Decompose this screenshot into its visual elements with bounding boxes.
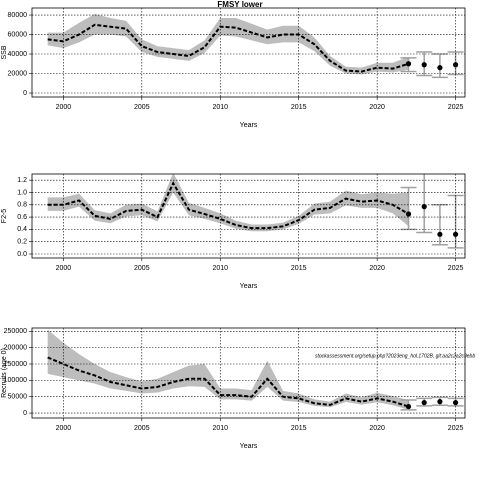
x-tick-label: 2020 [369, 104, 385, 111]
y-tick-label: 0.4 [17, 226, 27, 233]
plot-frame [31, 173, 466, 259]
x-tick-label: 2025 [448, 265, 464, 272]
confidence-band [47, 14, 409, 75]
x-axis-label: Years [240, 122, 258, 129]
median-line [47, 181, 410, 230]
projection-point [437, 231, 443, 237]
projection-point [405, 211, 412, 217]
x-tick-label: 2000 [56, 265, 72, 272]
y-tick-label: 0.2 [17, 239, 27, 246]
y-axis-label: Recruits (age 0) [1, 348, 8, 398]
x-tick-label: 2020 [369, 425, 385, 432]
y-axis-label: F2-5 [1, 209, 8, 224]
x-tick-label: 2010 [212, 425, 228, 432]
projection-point [421, 204, 427, 210]
annotation: stockassessment.org/setup.php?2023eng_ho… [315, 353, 475, 359]
y-tick-label: 1.2 [17, 177, 27, 184]
y-tick-label: 50000 [8, 394, 28, 401]
x-tick-label: 2005 [134, 265, 150, 272]
panel: 2000 2005 2010 2015 2020 2025 0.0 0.2 0.4 0.6 0.8 1… [1, 173, 466, 290]
median-line [47, 23, 409, 73]
y-tick-label: 40000 [8, 51, 28, 58]
projection-point [437, 65, 443, 71]
y-tick-label: 0 [23, 90, 27, 97]
y-tick-label: 20000 [8, 70, 28, 77]
y-tick-label: 0.8 [17, 202, 27, 209]
x-tick-label: 2010 [212, 104, 228, 111]
x-tick-label: 2005 [134, 425, 150, 432]
projection-point [405, 61, 412, 67]
plot-area [47, 329, 464, 411]
x-tick-label: 2025 [448, 104, 464, 111]
x-tick-label: 2020 [369, 265, 385, 272]
plot-frame [31, 327, 466, 419]
x-tick-label: 2025 [448, 425, 464, 432]
plot-area [47, 174, 464, 249]
projection-point [405, 403, 412, 410]
projection-point [437, 399, 443, 405]
chart-title: FMSY lower [217, 0, 262, 9]
panel: 2000 2005 2010 2015 2020 2025 0 50000 100000 1500… [1, 327, 475, 450]
x-tick-label: 2015 [291, 425, 307, 432]
x-axis-label: Years [240, 443, 258, 450]
x-tick-label: 2015 [291, 265, 307, 272]
x-tick-label: 2005 [134, 104, 150, 111]
projection-point [421, 62, 427, 68]
projection-point [421, 400, 427, 406]
y-tick-label: 100000 [4, 377, 27, 384]
y-tick-label: 0.6 [17, 214, 27, 221]
y-tick-label: 0.0 [17, 251, 27, 258]
y-axis-label: SSB [1, 45, 8, 59]
y-tick-label: 1.0 [17, 189, 27, 196]
y-tick-label: 80000 [8, 12, 28, 19]
confidence-band [47, 329, 409, 410]
x-axis-label: Years [240, 283, 258, 290]
projection-point [452, 400, 459, 406]
y-tick-label: 150000 [4, 361, 27, 368]
y-tick-label: 60000 [8, 31, 28, 38]
confidence-band [47, 174, 409, 232]
projection-point [452, 62, 459, 68]
x-tick-label: 2000 [56, 425, 72, 432]
panel: FMSY lower 2000 2005 2010 2015 2020 2025 0 20000… [1, 0, 466, 129]
plot-area [47, 14, 464, 79]
y-tick-label: 0 [23, 410, 27, 417]
plot-frame [31, 7, 466, 98]
y-tick-label: 200000 [4, 344, 27, 351]
median-line [47, 356, 409, 408]
x-tick-label: 2015 [291, 104, 307, 111]
x-tick-label: 2000 [56, 104, 72, 111]
x-tick-label: 2010 [212, 265, 228, 272]
y-tick-label: 250000 [4, 328, 27, 335]
